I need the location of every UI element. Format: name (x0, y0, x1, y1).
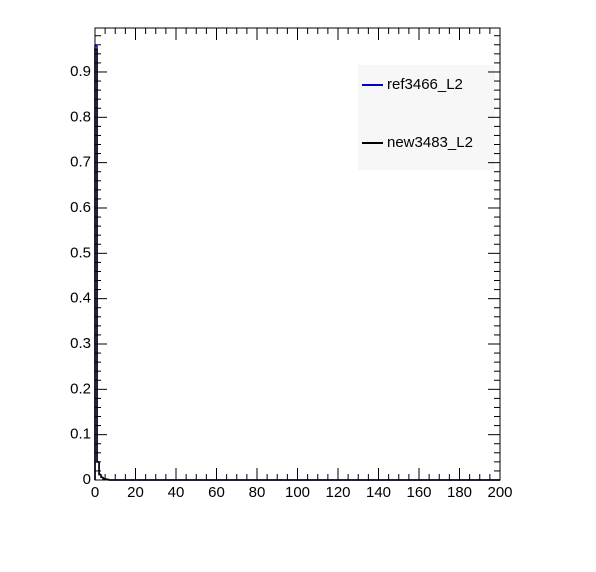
y-tick-label: 0.8 (70, 108, 91, 125)
x-tick-label: 120 (325, 484, 350, 501)
x-tick-label: 20 (127, 484, 144, 501)
x-tick-label: 60 (208, 484, 225, 501)
legend-label: ref3466_L2 (387, 76, 463, 93)
legend-label: new3483_L2 (387, 134, 473, 151)
y-tick-label: 0.7 (70, 154, 91, 171)
y-tick-label: 0.1 (70, 426, 91, 443)
x-tick-label: 80 (249, 484, 266, 501)
x-tick-label: 140 (366, 484, 391, 501)
y-tick-label: 0.4 (70, 290, 91, 307)
y-tick-label: 0.2 (70, 380, 91, 397)
y-tick-label: 0 (83, 471, 91, 488)
y-tick-label: 0.6 (70, 199, 91, 216)
x-tick-label: 0 (91, 484, 99, 501)
x-tick-label: 180 (447, 484, 472, 501)
y-tick-label: 0.3 (70, 335, 91, 352)
legend-box (358, 65, 495, 170)
y-tick-label: 0.5 (70, 244, 91, 261)
x-tick-label: 160 (406, 484, 431, 501)
x-tick-label: 100 (285, 484, 310, 501)
x-tick-label: 40 (168, 484, 185, 501)
y-tick-label: 0.9 (70, 63, 91, 80)
x-tick-label: 200 (487, 484, 512, 501)
